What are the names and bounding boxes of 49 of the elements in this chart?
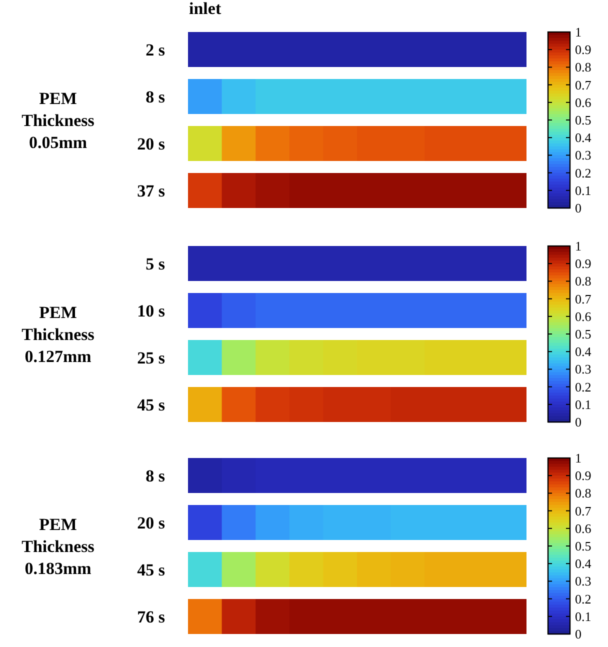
color-bar-label: 0.7 [575,291,592,306]
color-bar-label: 0.5 [575,538,592,554]
color-bar-label: 0.5 [575,326,592,342]
y-tick-label: 37 s [137,182,166,200]
color-bar-label: 0.4 [575,344,592,360]
y-tick-label: 76 s [137,608,166,626]
color-bar-label: 1 [575,450,582,466]
y-axis-title: PEM Thickness 0.127mm [22,303,95,366]
color-bar-label: 0.3 [575,574,592,589]
color-bar-label: 0.4 [575,556,592,572]
y-tick-label: 25 s [137,348,166,368]
color-bar-label: 0.7 [575,503,592,518]
y-tick-label: 20 s [137,134,166,154]
color-bar-label: 0 [575,200,582,216]
color-bar-label: 0.3 [575,148,592,163]
y-tick-label: 2 s [146,40,166,60]
color-bar-label: 0.7 [575,77,592,92]
color-bar-label: 0.2 [575,591,592,606]
color-bar-label: 0 [575,626,582,642]
y-tick-label: 10 s [137,302,166,320]
color-bar-label: 0.9 [575,256,592,272]
color-bar-label: 0.9 [575,468,592,484]
color-bar-label: 0.8 [575,274,592,289]
y-axis-title: PEM Thickness 0.05mm [22,89,95,152]
y-tick-label: 45 s [137,560,166,580]
color-bar-label: 0.3 [575,362,592,377]
color-bar-label: 0.2 [575,165,592,180]
color-bar-label: 0.8 [575,60,592,75]
color-bar-label: 0.6 [575,308,592,324]
color-bar-label: 0.1 [575,396,592,412]
color-bar-label: 0.8 [575,486,592,501]
y-tick-label: 5 s [146,254,166,274]
color-bar-label: 1 [575,24,582,40]
color-bar-label: 0.6 [575,94,592,110]
color-bar-label: 0.4 [575,130,592,146]
color-bar-label: 0.6 [575,520,592,536]
y-tick-label: 45 s [137,396,166,414]
color-bar-label: 0.1 [575,182,592,198]
color-bar-label: 0.9 [575,42,592,58]
y-tick-label: 8 s [146,88,166,106]
color-bar-label: 0.2 [575,379,592,394]
color-bar-label: 1 [575,238,582,254]
y-tick-label: 8 s [146,466,166,486]
color-bar-label: 0 [575,414,582,430]
color-bar-label: 0.1 [575,608,592,624]
y-axis-title: PEM Thickness 0.183mm [22,515,95,578]
color-bar-label: 0.5 [575,112,592,128]
y-tick-label: 20 s [137,514,166,532]
text: inlet [189,0,222,18]
